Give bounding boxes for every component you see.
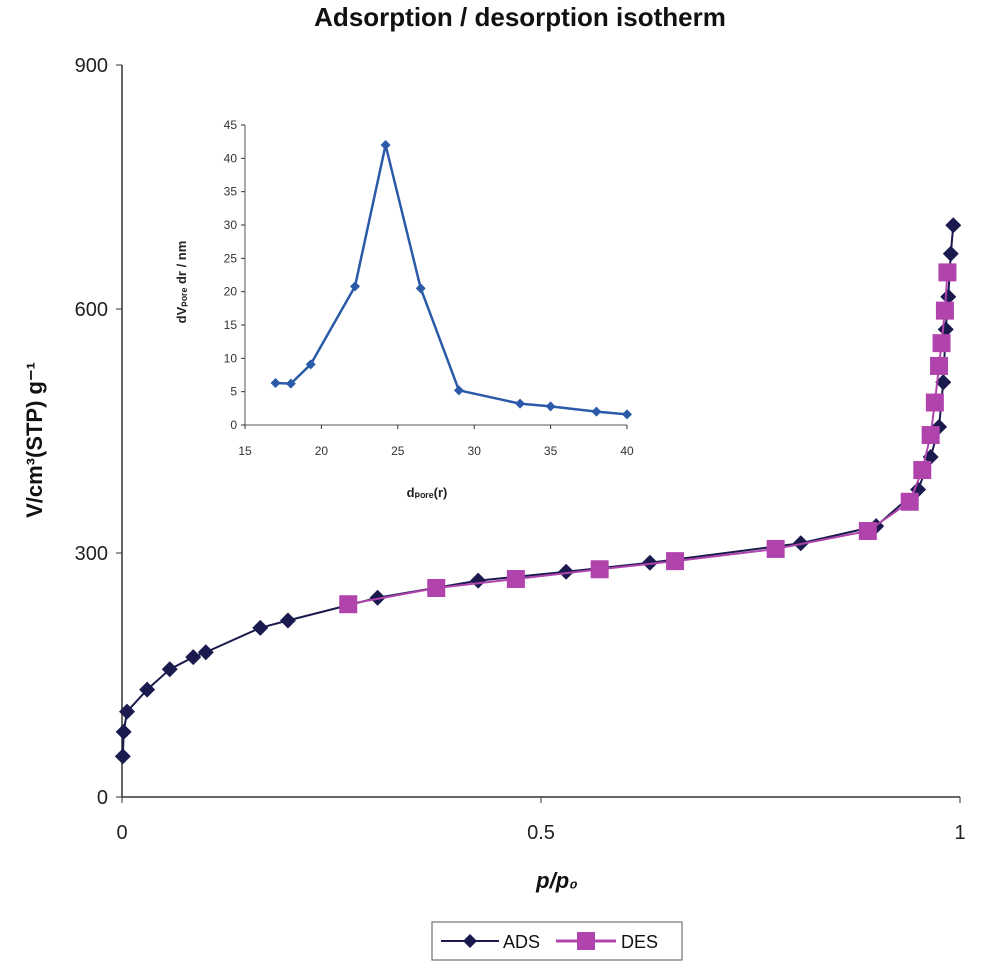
inset-data-point-0 (285, 378, 296, 389)
main-data-point-ads (279, 612, 296, 629)
inset-x-tick-label: 30 (468, 444, 482, 458)
inset-y-ticks: 0 5 10 15 20 25 30 35 40 45 (224, 118, 245, 432)
inset-data-point-0 (622, 409, 632, 420)
main-data-point-ads (942, 245, 959, 262)
main-data-point-ads (641, 554, 658, 571)
main-data-point-ads (558, 563, 575, 580)
inset-y-tick-label: 30 (224, 218, 238, 232)
inset-y-tick-label: 35 (224, 185, 238, 199)
main-y-tick-label: 900 (75, 55, 108, 77)
main-data-point-des (935, 301, 954, 320)
inset-y-tick-label: 20 (224, 285, 238, 299)
inset-series-line-0 (275, 143, 628, 416)
main-data-point-ads (185, 649, 202, 666)
main-data-point-des (932, 334, 951, 353)
legend: ADS DES (431, 921, 683, 961)
main-data-point-ads (161, 661, 178, 678)
inset-y-tick-label: 15 (224, 318, 238, 332)
inset-y-tick-label: 10 (224, 351, 238, 365)
main-y-tick-label: 300 (75, 543, 108, 565)
main-series-layer (114, 217, 962, 765)
inset-data-point-0 (453, 385, 464, 396)
main-data-point-ads (940, 288, 957, 305)
inset-x-ticks: 15 20 25 30 35 40 (238, 425, 634, 458)
main-data-point-ads (197, 644, 214, 661)
legend-des-label: DES (621, 932, 658, 952)
main-data-point-ads (114, 748, 131, 765)
inset-y-tick-label: 25 (224, 251, 238, 265)
main-data-point-ads (935, 374, 952, 391)
main-series-line-des (348, 272, 949, 606)
main-data-point-des (339, 595, 358, 614)
main-data-point-ads (252, 619, 269, 636)
main-data-point-ads (139, 681, 156, 698)
main-data-point-des (938, 263, 957, 282)
main-data-point-ads (115, 723, 132, 740)
inset-y-tick-label: 40 (224, 151, 238, 165)
legend-des-marker (577, 932, 595, 950)
main-y-tick-label: 600 (75, 299, 108, 321)
inset-axes (244, 125, 627, 426)
main-series-line-ads (121, 225, 955, 757)
inset-x-tick-label: 40 (620, 444, 634, 458)
main-data-point-ads (945, 217, 962, 234)
inset-data-point-0 (270, 378, 281, 388)
chart-title: Adsorption / desorption isotherm (314, 2, 726, 32)
main-data-point-des (666, 552, 685, 571)
inset-data-point-0 (305, 359, 316, 370)
inset-x-axis-label: dₚₒᵣₑ(r) (407, 485, 448, 500)
inset-data-point-0 (515, 398, 526, 409)
main-axes (121, 65, 960, 798)
inset-data-point-0 (380, 140, 391, 150)
main-x-tick-label: 0 (116, 822, 127, 844)
main-data-point-ads (119, 703, 136, 720)
inset-x-tick-label: 35 (544, 444, 558, 458)
inset-x-tick-label: 25 (391, 444, 405, 458)
inset-data-point-0 (545, 401, 556, 412)
main-x-tick-label: 0.5 (527, 822, 555, 844)
inset-x-tick-label: 15 (238, 444, 252, 458)
inset-data-point-0 (591, 406, 602, 417)
legend-ads-marker (463, 934, 477, 948)
inset-data-point-0 (350, 281, 361, 292)
inset-y-tick-label: 5 (230, 385, 237, 399)
legend-ads-label: ADS (503, 932, 540, 952)
main-data-point-ads (369, 589, 386, 606)
main-data-point-des (913, 461, 932, 480)
main-data-point-des (506, 570, 525, 589)
inset-y-axis-label: dVₚₒᵣₑ dr / nm (174, 241, 189, 324)
main-data-point-ads (470, 572, 487, 589)
main-data-point-des (858, 522, 877, 541)
inset-y-tick-label: 0 (230, 418, 237, 432)
main-data-point-des (930, 356, 949, 375)
main-data-point-des (921, 426, 940, 445)
main-x-tick-label: 1 (954, 822, 965, 844)
inset-x-tick-label: 20 (315, 444, 329, 458)
main-data-point-des (766, 539, 785, 558)
main-data-point-des (925, 393, 944, 412)
main-data-point-des (590, 560, 609, 579)
inset-data-point-0 (415, 283, 426, 294)
main-y-tick-label: 0 (97, 787, 108, 809)
main-y-ticks: 0 300 600 900 (75, 55, 122, 809)
inset-y-tick-label: 45 (224, 118, 238, 132)
main-data-point-des (900, 492, 919, 511)
main-data-point-des (427, 578, 446, 597)
inset-series-layer (270, 140, 632, 420)
main-x-axis-label: p/p₀ (535, 868, 578, 893)
main-x-ticks: 0 0.5 1 (116, 797, 966, 844)
main-y-axis-label: V/cm³(STP) g⁻¹ (22, 362, 47, 518)
